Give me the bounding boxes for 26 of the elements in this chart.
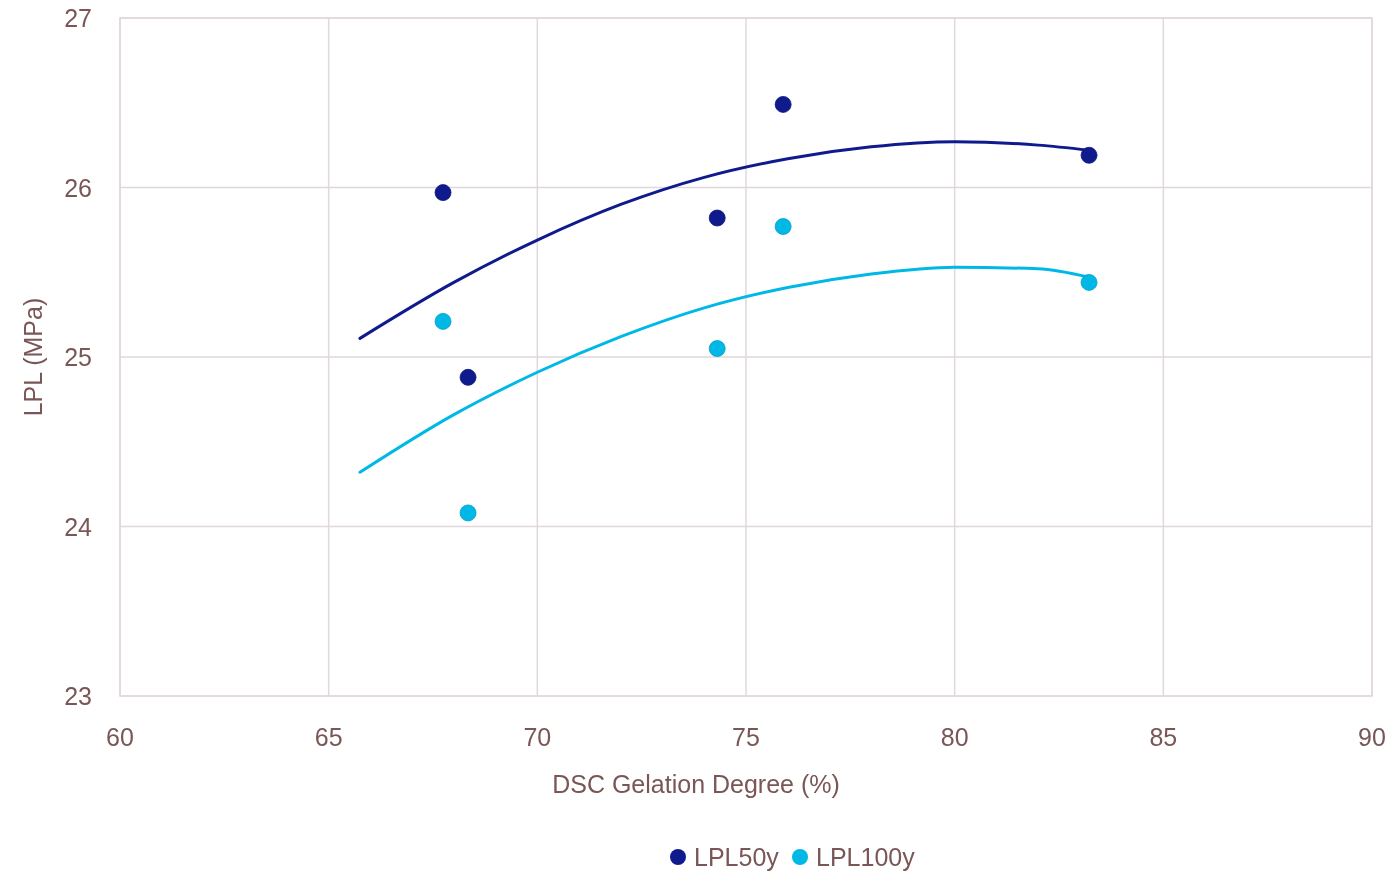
point xyxy=(434,313,452,330)
x-tick-label: 60 xyxy=(106,723,134,751)
y-tick-label: 25 xyxy=(64,343,92,371)
y-tick-label: 24 xyxy=(64,512,93,541)
x-tick-label: 80 xyxy=(940,723,969,751)
point xyxy=(459,368,477,386)
point xyxy=(1080,146,1098,164)
point xyxy=(459,504,477,522)
point xyxy=(434,184,452,201)
point xyxy=(774,218,792,235)
x-tick-label: 65 xyxy=(314,723,343,751)
point xyxy=(708,209,726,227)
y-tick-label: 27 xyxy=(64,4,92,32)
x-tick-label: 70 xyxy=(523,723,552,751)
y-axis-title: LPL (MPa) xyxy=(19,297,47,417)
y-tick-label: 23 xyxy=(64,682,92,710)
x-tick-label: 85 xyxy=(1149,723,1178,751)
x-tick-label: 90 xyxy=(1358,723,1386,751)
y-tick-label: 26 xyxy=(64,173,92,202)
legend-label: LPL100y xyxy=(816,843,916,871)
point xyxy=(1080,274,1098,291)
point xyxy=(708,340,726,357)
point xyxy=(774,96,792,113)
x-tick-label: 75 xyxy=(732,723,760,751)
x-axis-title: DSC Gelation Degree (%) xyxy=(552,770,840,798)
legend-label: LPL50y xyxy=(694,843,780,871)
